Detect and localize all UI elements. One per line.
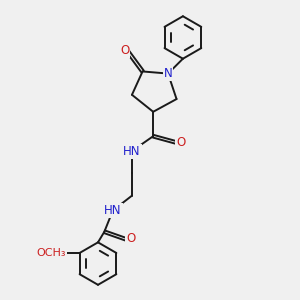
- Text: O: O: [176, 136, 185, 149]
- Text: OCH₃: OCH₃: [36, 248, 66, 258]
- Text: O: O: [126, 232, 136, 244]
- Text: HN: HN: [123, 145, 141, 158]
- Text: N: N: [164, 67, 172, 80]
- Text: O: O: [120, 44, 129, 57]
- Text: HN: HN: [104, 204, 122, 217]
